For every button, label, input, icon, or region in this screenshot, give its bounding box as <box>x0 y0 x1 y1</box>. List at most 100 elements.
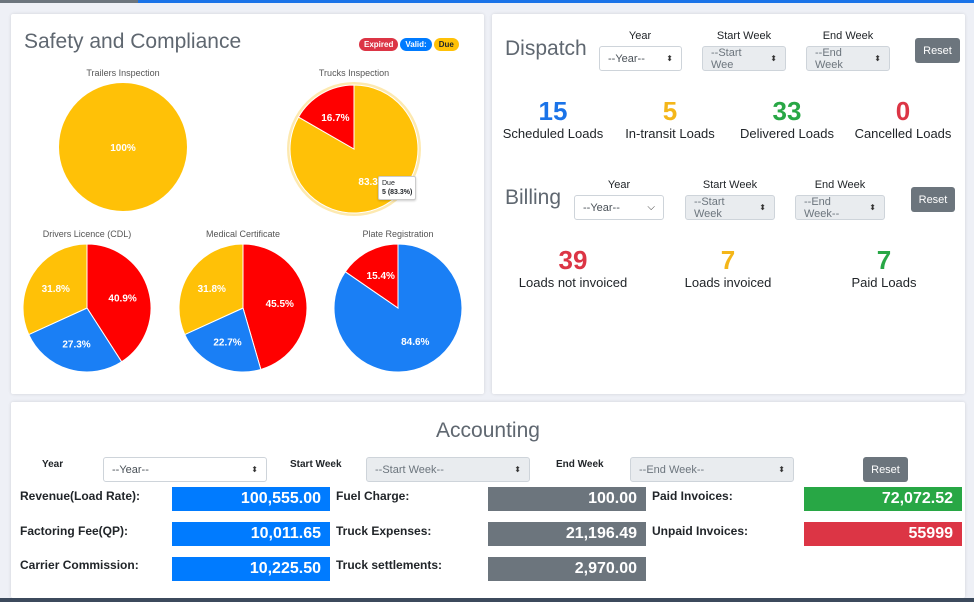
dispatch-billing-card: Dispatch Year --Year-- ⬍ Start Week --Sta… <box>492 14 965 394</box>
pie-slice-expired[interactable] <box>344 243 399 309</box>
accounting-card: Accounting Year --Year-- ⬍ Start Week --S… <box>11 402 965 598</box>
truck-settlements-label: Truck settlements: <box>336 558 443 572</box>
pie-drivers-licence: Drivers Licence (CDL) 40.9% 27.3% 31.8% <box>22 229 152 379</box>
dispatch-start-label: Start Week <box>716 30 772 42</box>
pie-slice-label: 31.8% <box>42 284 70 295</box>
carrier-commission-value: 10,225.50 <box>172 557 330 581</box>
accounting-end-week-select[interactable]: --End Week-- ⬍ <box>630 457 794 482</box>
top-bar-segment <box>0 0 138 3</box>
revenue-label: Revenue(Load Rate): <box>20 489 141 503</box>
tooltip-title: Due <box>382 180 395 187</box>
updown-icon: ⬍ <box>759 203 766 212</box>
stat-value: 7 <box>720 245 736 275</box>
unpaid-invoices-value: 55999 <box>804 522 962 546</box>
dispatch-end-week-select[interactable]: --End Week ⬍ <box>806 46 890 71</box>
billing-start-week-select[interactable]: --Start Week ⬍ <box>685 195 775 220</box>
safety-title: Safety and Compliance <box>24 30 242 53</box>
pie-slice-label: 83.3% <box>358 177 386 188</box>
updown-icon: ⬍ <box>514 465 521 474</box>
factoring-fee-value: 10,011.65 <box>172 522 330 546</box>
pie-slice-due[interactable] <box>178 243 244 336</box>
stat-scheduled-loads: 15 Scheduled Loads <box>495 96 611 141</box>
pie-slice-label: 84.6% <box>401 337 429 348</box>
accounting-year-label: Year <box>42 459 64 470</box>
pie-chart-svg: 100% <box>59 83 187 211</box>
pie-slice-due[interactable] <box>59 83 187 211</box>
updown-icon: ⬍ <box>251 465 258 474</box>
truck-settlements-value: 2,970.00 <box>488 557 646 581</box>
updown-icon: ⬍ <box>869 203 876 212</box>
pie-slice-expired[interactable] <box>242 243 308 371</box>
stat-label: Loads not invoiced <box>518 275 628 290</box>
billing-end-label: End Week <box>814 179 866 191</box>
dispatch-title: Dispatch <box>505 37 587 60</box>
updown-icon: ⬍ <box>874 54 881 63</box>
pie-slice-label: 100% <box>110 143 136 154</box>
revenue-value: 100,555.00 <box>172 487 330 511</box>
pie-slice-label: 31.8% <box>198 284 226 295</box>
select-value: --End Week-- <box>804 195 840 220</box>
stat-delivered-loads: 33 Delivered Loads <box>729 96 845 141</box>
updown-icon: ⬍ <box>778 465 785 474</box>
pie-tooltip: Due 5 (83.3%) <box>378 176 417 200</box>
stat-value: 5 <box>662 96 678 126</box>
select-value: --Start Wee <box>711 46 742 71</box>
stat-label: Scheduled Loads <box>502 126 604 141</box>
accounting-year-select[interactable]: --Year-- ⬍ <box>103 457 267 482</box>
dispatch-reset-button[interactable]: Reset <box>915 38 960 63</box>
pie-slice-label: 16.7% <box>321 113 349 124</box>
select-value: --Start Week <box>694 195 725 220</box>
dispatch-start-week-select[interactable]: --Start Wee ⬍ <box>702 46 786 71</box>
dispatch-end-label: End Week <box>822 30 874 42</box>
unpaid-invoices-label: Unpaid Invoices: <box>652 524 749 538</box>
updown-icon: ⬍ <box>666 54 673 63</box>
factoring-fee-label: Factoring Fee(QP): <box>20 524 129 538</box>
stat-label: Cancelled Loads <box>854 126 952 141</box>
billing-reset-button[interactable]: Reset <box>911 187 955 212</box>
pie-slice-expired[interactable] <box>297 84 355 150</box>
pie-slice-due[interactable] <box>22 243 88 336</box>
badge-expired: Expired <box>359 38 399 51</box>
accounting-start-week-select[interactable]: --Start Week-- ⬍ <box>366 457 530 482</box>
pie-slice-valid[interactable] <box>184 307 262 373</box>
stat-paid-loads: 7 Paid Loads <box>815 245 953 290</box>
pie-title: Trailers Inspection <box>86 68 160 78</box>
pie-chart-svg: 45.5% 22.7% 31.8% <box>178 243 308 373</box>
stat-loads-not-invoiced: 39 Loads not invoiced <box>504 245 642 290</box>
pie-slice-label: 27.3% <box>62 340 90 351</box>
stat-value: 0 <box>895 96 911 126</box>
carrier-commission-label: Carrier Commission: <box>20 558 139 572</box>
fuel-charge-value: 100.00 <box>488 487 646 511</box>
pie-slice-label: 22.7% <box>213 338 241 349</box>
tooltip-value: 5 (83.3%) <box>382 189 413 196</box>
pie-slice-label: 45.5% <box>266 299 294 310</box>
truck-expenses-value: 21,196.49 <box>488 522 646 546</box>
dispatch-year-select[interactable]: --Year-- ⬍ <box>599 46 682 71</box>
pie-chart-svg: 84.6% 15.4% <box>333 243 463 373</box>
select-value: --End Week <box>815 46 843 71</box>
stat-label: In-transit Loads <box>625 126 715 141</box>
stat-label: Delivered Loads <box>740 126 834 141</box>
pie-title: Plate Registration <box>362 229 434 239</box>
updown-icon: ⬍ <box>770 54 777 63</box>
pie-trailers-inspection: Trailers Inspection 100% <box>58 68 188 218</box>
pie-title: Medical Certificate <box>205 229 281 239</box>
accounting-reset-button[interactable]: Reset <box>863 457 908 482</box>
select-value: --Year-- <box>112 463 149 476</box>
billing-year-select[interactable]: --Year-- ⌵ <box>574 195 664 220</box>
taskbar-strip <box>0 598 974 602</box>
paid-invoices-value: 72,072.52 <box>804 487 962 511</box>
billing-year-label: Year <box>607 179 631 191</box>
select-value: --Year-- <box>583 201 620 214</box>
select-value: --End Week-- <box>639 463 705 476</box>
badge-valid: Valid: <box>400 38 432 51</box>
top-progress-bar <box>0 0 974 3</box>
stat-label: Loads invoiced <box>684 275 772 290</box>
billing-start-label: Start Week <box>702 179 758 191</box>
stat-value: 15 <box>538 96 568 126</box>
billing-end-week-select[interactable]: --End Week-- ⬍ <box>795 195 885 220</box>
pie-plate-registration: Plate Registration 84.6% 15.4% <box>333 229 463 379</box>
pie-chart-svg: 40.9% 27.3% 31.8% <box>22 243 152 373</box>
paid-invoices-label: Paid Invoices: <box>652 489 733 503</box>
accounting-end-label: End Week <box>556 459 604 470</box>
